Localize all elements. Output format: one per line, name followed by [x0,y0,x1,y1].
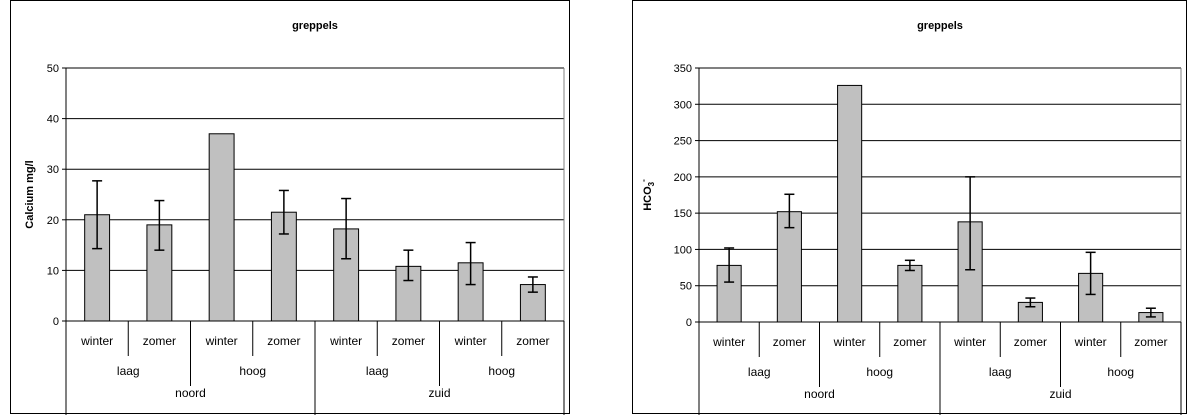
chart-panel-hco3: greppels 0 50 100 150 200 250 300 350 HCO3- winter… [632,0,1187,415]
category-label: winter [712,335,745,349]
y-tick-label: 250 [674,136,692,148]
category-label: zomer [143,334,176,348]
bar [957,221,983,323]
category-label: winter [1074,335,1107,349]
y-tick-label: 0 [53,316,59,328]
group-label: hoog [239,364,266,378]
category-label: winter [329,334,362,348]
group-label: laag [989,365,1012,379]
bar [837,84,863,323]
y-tick-label: 150 [674,208,692,220]
region-label: noord [804,387,835,401]
region-label: noord [175,386,206,400]
category-label: zomer [773,335,806,349]
group-label: laag [117,364,140,378]
y-tick-label: 100 [674,244,692,256]
bar [897,264,923,323]
calcium-chart: greppels 0 10 20 30 40 50 Calcium mg/l winter zom… [24,20,565,415]
region-label: zuid [1049,387,1071,401]
category-label: zomer [516,334,549,348]
category-label: winter [833,335,866,349]
chart-title: greppels [917,20,963,32]
category-label: zomer [267,334,300,348]
chart-panel-calcium: greppels 0 10 20 30 40 50 Calcium mg/l winter zom… [10,0,570,415]
category-label: zomer [893,335,926,349]
y-axis-label: Calcium mg/l [24,160,36,228]
y-tick-label: 20 [47,215,59,227]
group-label: hoog [488,364,515,378]
hco3-chart: greppels 0 50 100 150 200 250 300 350 HCO3- winter… [639,20,1182,415]
y-tick-label: 30 [47,164,59,176]
bar [146,224,173,322]
region-label: zuid [428,386,450,400]
bar [84,214,111,322]
category-label: zomer [392,334,425,348]
bar [208,133,235,322]
bar [776,211,802,323]
y-axis-label: HCO3- [639,179,656,211]
y-tick-label: 350 [674,63,692,75]
group-label: laag [366,364,389,378]
group-label: hoog [866,365,893,379]
y-tick-label: 200 [674,172,692,184]
y-tick-label: 40 [47,114,59,126]
category-label: winter [454,334,487,348]
category-label: winter [205,334,238,348]
y-tick-label: 50 [680,281,692,293]
chart-title: greppels [292,20,338,32]
group-label: hoog [1107,365,1134,379]
y-tick-label: 10 [47,265,59,277]
y-tick-label: 0 [686,317,692,329]
y-tick-label: 300 [674,99,692,111]
group-label: laag [748,365,771,379]
category-label: zomer [1014,335,1047,349]
category-label: zomer [1134,335,1167,349]
category-label: winter [80,334,113,348]
category-label: winter [953,335,986,349]
y-tick-label: 50 [47,63,59,75]
